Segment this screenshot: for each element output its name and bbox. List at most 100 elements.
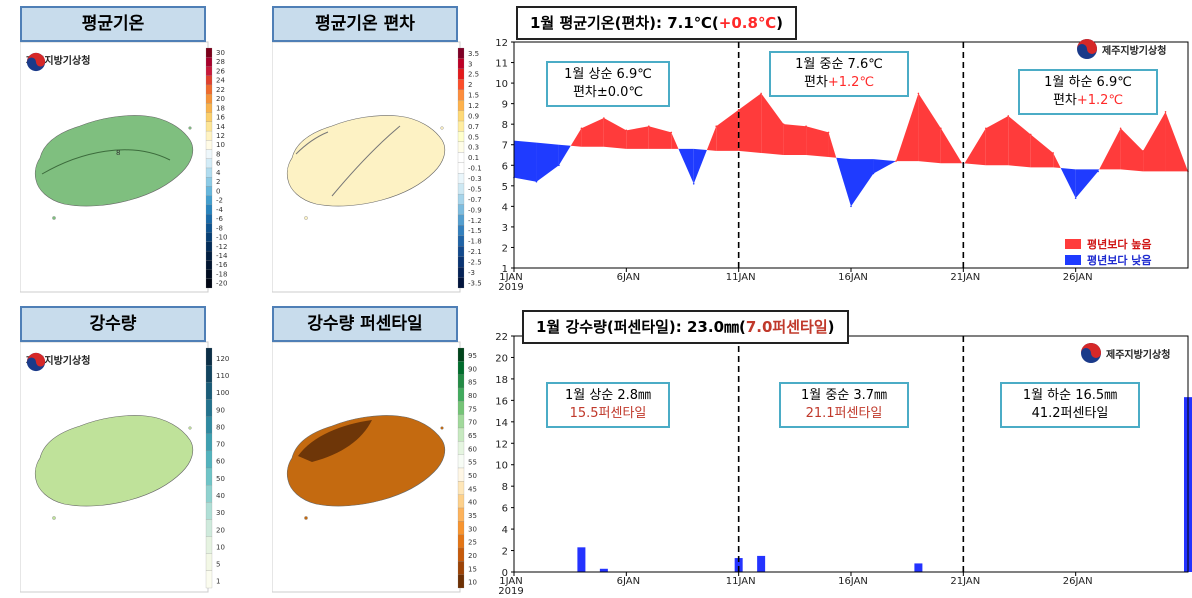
islet: [304, 216, 308, 220]
jeju-island-shape: [34, 415, 194, 507]
observed-point: [1142, 150, 1144, 152]
colorbar-cell: [205, 214, 213, 224]
y-tick-label: 4: [502, 202, 508, 213]
colorbar-label: 6: [216, 160, 221, 168]
anomaly-area: [716, 109, 739, 151]
map-panel-1: 8 30 28 26 24 22 20 18 16 14 12 10 8 6 4 2 0 -2 -4 -6 -8 -10-…: [20, 6, 240, 298]
kma-emblem-icon: [26, 52, 46, 72]
anomaly-area: [1099, 128, 1121, 170]
kma-logo-text: 제주지방기상청: [26, 56, 91, 67]
precipitation-chart-logo: 제주지방기상청: [1080, 342, 1170, 364]
colorbar-cell: [457, 162, 465, 174]
colorbar-label: -16: [216, 261, 228, 269]
colorbar-label: 1: [216, 578, 220, 586]
jeju-island-map: [34, 115, 194, 220]
observed-point: [692, 182, 695, 185]
colorbar-cell: [205, 467, 213, 486]
colorbar-label: -3: [468, 269, 475, 277]
colorbar-label: 1.2: [468, 102, 479, 110]
observed-point: [872, 172, 875, 175]
x-tick-label: 16JAN: [838, 576, 868, 587]
colorbar-cell: [205, 75, 213, 86]
colorbar-label: 50: [216, 475, 225, 483]
colorbar-cell: [457, 521, 465, 535]
colorbar-cell: [205, 130, 213, 141]
colorbar-label: -12: [216, 243, 227, 251]
colorbar-label: -20: [216, 280, 227, 288]
observed-point: [670, 131, 673, 134]
islet: [188, 126, 192, 130]
map-svg: 120 110 100 90 80 70 60 50 40 30 20 10 5 1: [20, 341, 229, 593]
observed-point: [1007, 115, 1010, 117]
y-tick-label: 9: [502, 100, 508, 111]
colorbar-cell: [205, 66, 213, 76]
x-tick-label: 26JAN: [1063, 272, 1093, 283]
jeju-island-map: [286, 415, 446, 520]
observed-point: [648, 125, 650, 128]
observed-point: [985, 127, 987, 130]
precipitation-chart: 0 2 4 6 8 10 12 14 16 18 20 22 1JAN 2019 6JAN 11JAN 16JA…: [488, 306, 1192, 598]
precip-bar: [577, 547, 586, 572]
y-tick-label: 10: [495, 79, 508, 90]
x-tick-label: 6JAN: [617, 272, 640, 283]
observed-point: [782, 123, 785, 125]
colorbar-label: 0.5: [468, 133, 479, 141]
observed-point: [1119, 127, 1122, 130]
colorbar-label: -0.5: [468, 185, 482, 193]
colorbar-label: 65: [468, 432, 477, 440]
colorbar-label: 0: [216, 187, 220, 195]
y-tick-label: 8: [502, 482, 508, 493]
colorbar-label: -1.8: [468, 238, 482, 246]
anomaly-area: [940, 128, 963, 164]
colorbar-label: 60: [216, 458, 225, 466]
precip-bar: [734, 558, 743, 572]
colorbar-cell: [205, 47, 213, 58]
colorbar-label: 0.3: [468, 144, 479, 152]
anomaly-area: [570, 128, 582, 147]
anomaly-area: [706, 126, 717, 151]
observed-point: [1029, 133, 1032, 136]
colorbar-cell: [457, 204, 465, 216]
contour-line: [331, 125, 401, 197]
colorbar-cell: [457, 214, 465, 226]
colorbar-cell: [457, 183, 465, 195]
temperature-chart-title: 1월 평균기온(편차): 7.1℃(+0.8℃): [516, 6, 797, 40]
colorbar-cell: [205, 140, 213, 150]
colorbar-label: 16: [216, 114, 225, 122]
anomaly-area: [603, 118, 627, 149]
colorbar-cell: [457, 246, 465, 257]
temperature-chart: 1 2 3 4 5 6 7 8 9 10 11 12 1JAN 2019 6JAN 11JAN 16JAN 21J…: [488, 6, 1192, 298]
colorbar-cell: [205, 149, 213, 159]
x-tick-label: 2019: [498, 586, 523, 597]
legend-above-label: 평년보다 높음: [1087, 238, 1152, 251]
kma-emblem-icon: [1077, 39, 1097, 59]
anomaly-area: [671, 132, 679, 149]
colorbar-label: 40: [468, 499, 477, 507]
x-tick-label: 11JAN: [726, 272, 756, 283]
colorbar-label: 28: [216, 58, 225, 66]
colorbar-label: 12: [216, 132, 225, 140]
colorbar-cell: [205, 84, 213, 95]
colorbar-label: 18: [216, 104, 225, 112]
colorbar-label: 3: [468, 60, 472, 68]
colorbar-cell: [205, 112, 213, 122]
y-tick-label: 18: [495, 375, 508, 386]
map-svg: 3.5 3 2.5 2 1.5 1.2 0.9 0.7 0.5 0.3 0.1 -0.1 -0.3 -0.…: [272, 41, 482, 293]
contour-label: 8: [116, 149, 120, 157]
colorbar-label: 14: [216, 123, 225, 131]
colorbar-cell: [205, 382, 213, 400]
legend-below-swatch: [1065, 255, 1081, 265]
y-tick-label: 7: [502, 141, 508, 152]
colorbar-label: -2.5: [468, 259, 482, 267]
y-tick-label: 12: [495, 38, 508, 49]
colorbar-cell: [205, 57, 213, 67]
anomaly-area: [514, 140, 537, 182]
islet: [440, 126, 444, 130]
legend-below-label: 평년보다 낮음: [1087, 254, 1152, 267]
islet: [304, 516, 308, 520]
colorbar-cell: [457, 89, 465, 101]
colorbar-cell: [457, 561, 465, 575]
y-tick-label: 4: [502, 525, 508, 536]
colorbar-label: -1.2: [468, 217, 482, 225]
colorbar-cell: [205, 177, 213, 187]
